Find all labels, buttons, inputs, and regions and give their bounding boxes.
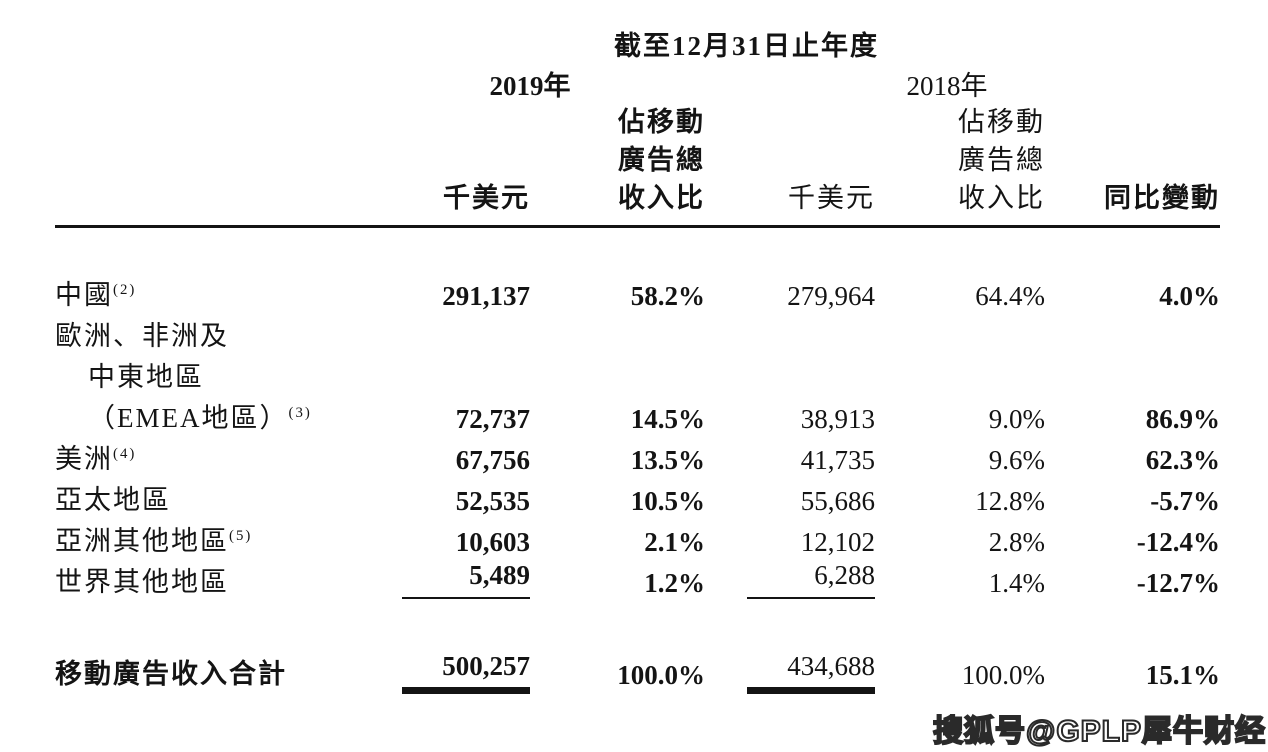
table-row-rest-of-asia: 亞洲其他地區(5) 10,603 2.1% 12,102 2.8% -12.4% — [55, 517, 1220, 558]
table-row-total: 移動廣告收入合計 500,257 100.0% 434,688 100.0% 1… — [55, 629, 1220, 694]
region-label: 亞洲其他地區(5) — [55, 526, 253, 556]
value-2019: 52,535 — [455, 486, 530, 516]
table-row-china: 中國(2) 291,137 58.2% 279,964 64.4% 4.0% — [55, 227, 1220, 313]
value-2018: 279,964 — [787, 281, 875, 311]
footnote-sup: (3) — [288, 405, 312, 421]
yoy-change: -12.4% — [1136, 527, 1220, 557]
share-2018: 1.4% — [988, 568, 1045, 598]
share-2018: 9.6% — [988, 445, 1045, 475]
value-2018: 55,686 — [800, 486, 875, 516]
table-row-emea-line1: 歐洲、非洲及 — [55, 312, 1220, 353]
region-label: 歐洲、非洲及 — [55, 321, 229, 351]
spacer-cell — [55, 64, 385, 103]
share-2018: 9.0% — [988, 404, 1045, 434]
table-row-rest-of-world: 世界其他地區 5,489 1.2% 6,288 1.4% -12.7% — [55, 558, 1220, 599]
region-label: 中東地區 — [88, 362, 204, 392]
period-header-row: 截至12月31日止年度 — [55, 24, 1220, 64]
region-column-header — [55, 103, 385, 228]
region-label: 美洲(4) — [55, 444, 137, 474]
yoy-change: 4.0% — [1159, 281, 1220, 311]
total-label: 移動廣告收入合計 — [55, 659, 287, 689]
region-label: 中國(2) — [55, 280, 137, 310]
total-value-2018: 434,688 — [705, 629, 875, 694]
share-2019: 10.5% — [630, 486, 705, 516]
region-label: 世界其他地區 — [55, 567, 229, 597]
year-header-row: 2019年 2018年 — [55, 64, 1220, 103]
mobile-ad-revenue-table: 截至12月31日止年度 2019年 2018年 千美元 佔移動 廣告總 收入比 … — [55, 24, 1220, 694]
share-2018: 64.4% — [975, 281, 1045, 311]
yoy-change: -5.7% — [1150, 486, 1220, 516]
table-row-apac: 亞太地區 52,535 10.5% 55,686 12.8% -5.7% — [55, 476, 1220, 517]
table-row-americas: 美洲(4) 67,756 13.5% 41,735 9.6% 62.3% — [55, 435, 1220, 476]
share-2019: 2.1% — [644, 527, 705, 557]
total-value-2019: 500,257 — [385, 629, 530, 694]
footnote-sup: (2) — [113, 282, 137, 298]
period-title-cell: 截至12月31日止年度 — [385, 24, 1220, 64]
region-label: （EMEA地區）(3) — [88, 403, 312, 433]
total-yoy-change: 15.1% — [1145, 660, 1220, 690]
total-share-2018: 100.0% — [961, 660, 1045, 690]
value-2019: 5,489 — [385, 558, 530, 599]
footnote-sup: (4) — [113, 446, 137, 462]
year-2018-cell: 2018年 — [705, 64, 1045, 103]
share-2018: 2.8% — [988, 527, 1045, 557]
table-row-emea: （EMEA地區）(3) 72,737 14.5% 38,913 9.0% 86.… — [55, 394, 1220, 435]
value-2018: 12,102 — [800, 527, 875, 557]
value-2018: 38,913 — [800, 404, 875, 434]
usd-2018-header: 千美元 — [705, 103, 875, 228]
share-2019: 1.2% — [644, 568, 705, 598]
share-2018-header: 佔移動 廣告總 收入比 — [875, 103, 1045, 228]
spacer-row — [55, 599, 1220, 629]
value-2018: 6,288 — [705, 558, 875, 599]
column-header-row: 千美元 佔移動 廣告總 收入比 千美元 佔移動 廣告總 收入比 同比變動 — [55, 103, 1220, 228]
yoy-change: -12.7% — [1136, 568, 1220, 598]
value-2019: 10,603 — [455, 527, 530, 557]
yoy-change: 62.3% — [1145, 445, 1220, 475]
share-2018: 12.8% — [975, 486, 1045, 516]
share-2019: 58.2% — [630, 281, 705, 311]
share-2019: 13.5% — [630, 445, 705, 475]
year-2019-label: 2019年 — [489, 71, 571, 101]
total-share-2019: 100.0% — [617, 660, 705, 690]
footnote-sup: (5) — [229, 528, 253, 544]
yoy-header: 同比變動 — [1045, 103, 1220, 228]
year-2019-cell: 2019年 — [385, 64, 705, 103]
year-2018-label: 2018年 — [906, 71, 988, 101]
yoy-change: 86.9% — [1145, 404, 1220, 434]
value-2019: 291,137 — [442, 281, 530, 311]
region-label: 亞太地區 — [55, 485, 171, 515]
value-2019: 72,737 — [455, 404, 530, 434]
sohu-watermark: 搜狐号@GPLP犀牛财经 — [932, 714, 1266, 749]
period-title: 截至12月31日止年度 — [614, 31, 879, 61]
table-row-emea-line2: 中東地區 — [55, 353, 1220, 394]
value-2018: 41,735 — [800, 445, 875, 475]
share-2019-header: 佔移動 廣告總 收入比 — [530, 103, 705, 228]
usd-2019-header: 千美元 — [385, 103, 530, 228]
value-2019: 67,756 — [455, 445, 530, 475]
share-2019: 14.5% — [630, 404, 705, 434]
